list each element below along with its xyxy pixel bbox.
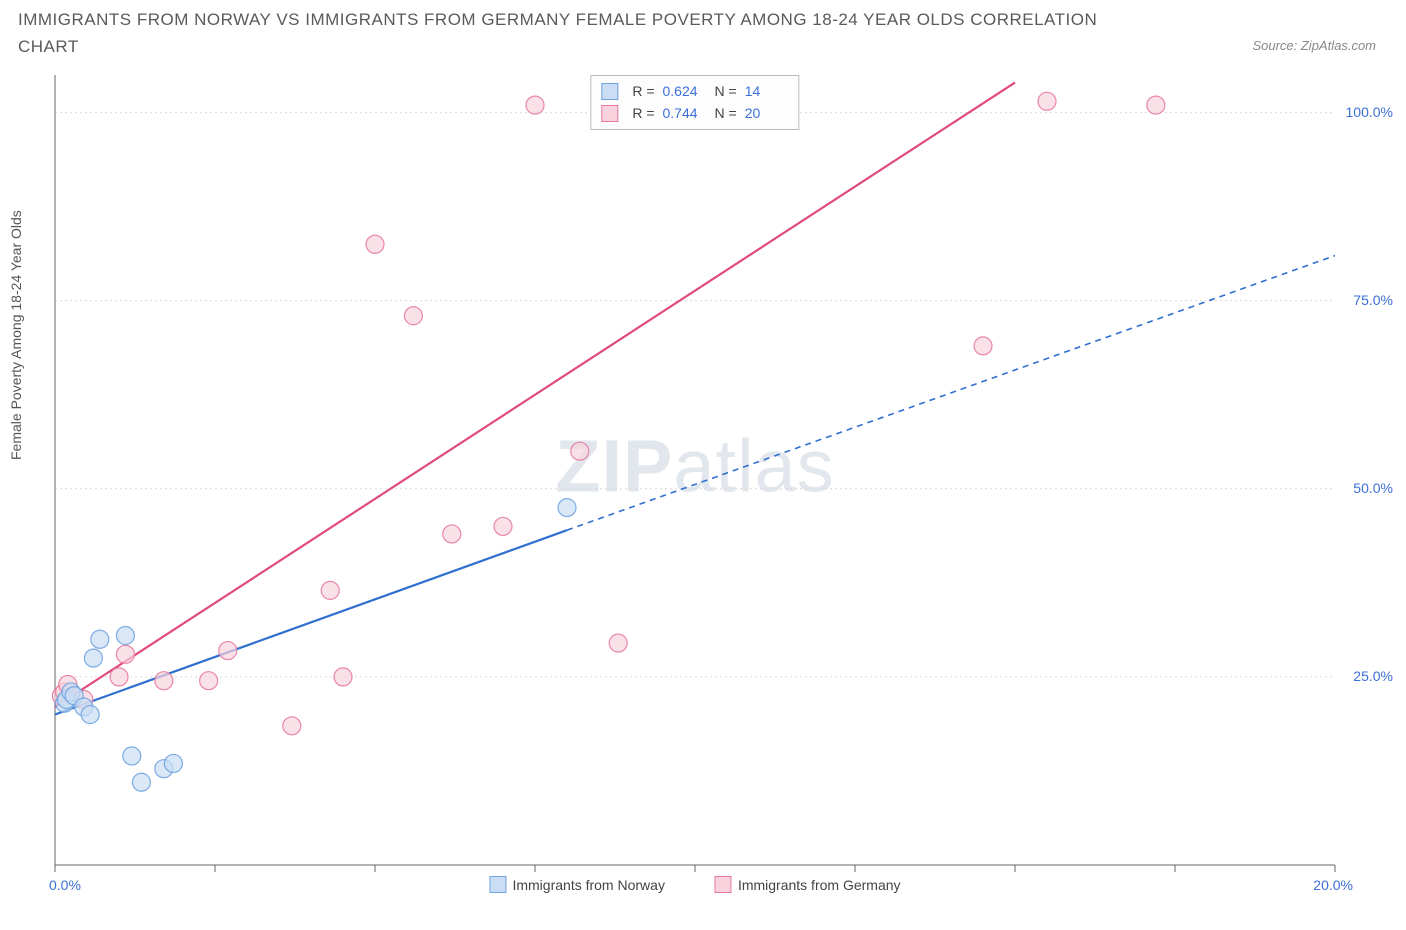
legend-item-germany: Immigrants from Germany [715, 876, 901, 893]
r-label: R = [632, 102, 654, 124]
swatch-norway [601, 83, 618, 100]
legend-label-germany: Immigrants from Germany [738, 877, 901, 893]
norway-r-value: 0.624 [663, 80, 707, 102]
n-label: N = [715, 80, 737, 102]
stats-box: R = 0.624 N = 14 R = 0.744 N = 20 [590, 75, 799, 130]
germany-n-value: 20 [745, 102, 789, 124]
legend-item-norway: Immigrants from Norway [489, 876, 664, 893]
germany-r-value: 0.744 [663, 102, 707, 124]
y-tick-label: 100.0% [1343, 104, 1393, 120]
r-label: R = [632, 80, 654, 102]
chart-title: IMMIGRANTS FROM NORWAY VS IMMIGRANTS FRO… [18, 6, 1118, 60]
scatter-chart-svg [55, 75, 1335, 865]
x-axis-max-label: 20.0% [1313, 877, 1353, 893]
n-label: N = [715, 102, 737, 124]
y-tick-label: 25.0% [1343, 668, 1393, 684]
x-axis-min-label: 0.0% [49, 877, 81, 893]
stats-row-norway: R = 0.624 N = 14 [601, 80, 788, 102]
legend: Immigrants from Norway Immigrants from G… [489, 876, 900, 893]
stats-row-germany: R = 0.744 N = 20 [601, 102, 788, 124]
y-tick-label: 75.0% [1343, 292, 1393, 308]
y-tick-label: 50.0% [1343, 480, 1393, 496]
legend-label-norway: Immigrants from Norway [512, 877, 664, 893]
swatch-germany [601, 105, 618, 122]
legend-swatch-norway [489, 876, 506, 893]
source-attribution: Source: ZipAtlas.com [1252, 38, 1376, 53]
legend-swatch-germany [715, 876, 732, 893]
chart-plot-area: ZIPatlas R = 0.624 N = 14 R = 0.744 N = … [55, 75, 1335, 865]
y-axis-label: Female Poverty Among 18-24 Year Olds [8, 210, 24, 460]
norway-n-value: 14 [745, 80, 789, 102]
